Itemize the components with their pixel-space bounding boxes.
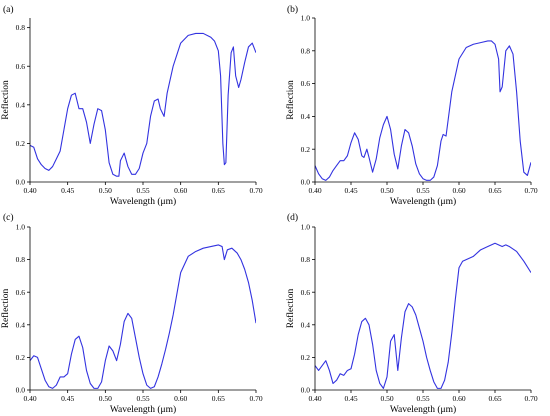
x-tick-label: 0.60 <box>174 394 187 403</box>
x-tick-label: 0.60 <box>452 186 465 195</box>
y-tick-label: 0.0 <box>301 178 311 187</box>
y-tick-label: 1.0 <box>16 223 26 232</box>
y-tick-label: 0.8 <box>301 255 311 264</box>
x-tick-label: 0.40 <box>23 186 36 195</box>
series-line-1 <box>315 242 531 389</box>
x-tick-label: 0.65 <box>488 394 501 403</box>
series-line-1 <box>30 244 256 389</box>
y-tick-label: 0.4 <box>301 112 311 121</box>
x-axis-title: Wavelength (μm) <box>110 404 176 415</box>
y-tick-label: 0.6 <box>16 62 26 71</box>
y-tick-label: 0.2 <box>16 139 26 148</box>
x-tick-label: 0.50 <box>380 186 393 195</box>
x-tick-label: 0.45 <box>344 394 357 403</box>
panel-label: (c) <box>3 212 14 223</box>
x-tick-label: 0.55 <box>416 186 429 195</box>
x-tick-label: 0.65 <box>488 186 501 195</box>
y-tick-label: 1.0 <box>301 223 311 232</box>
y-axis-title: Reflection <box>0 288 11 328</box>
x-tick-label: 0.70 <box>524 394 537 403</box>
y-tick-label: 1.0 <box>301 14 311 23</box>
panel-label: (d) <box>287 212 298 223</box>
y-tick-label: 0.2 <box>301 145 311 154</box>
x-tick-label: 0.45 <box>344 186 357 195</box>
x-tick-label: 0.45 <box>61 394 74 403</box>
y-tick-label: 0.4 <box>301 320 311 329</box>
x-tick-label: 0.40 <box>308 186 321 195</box>
x-tick-label: 0.50 <box>99 394 112 403</box>
chart-panel-4: 0.40 0.45 0.50 0.55 0.60 0.65 0.70 0.0 0.2 0.4 0.6… <box>285 212 538 415</box>
x-tick-label: 0.70 <box>524 186 537 195</box>
y-tick-label: 0.4 <box>16 100 26 109</box>
x-tick-label: 0.65 <box>212 186 225 195</box>
y-tick-label: 0.2 <box>16 353 26 362</box>
y-tick-label: 0.8 <box>301 46 311 55</box>
x-tick-label: 0.40 <box>23 394 36 403</box>
x-tick-label: 0.55 <box>136 394 149 403</box>
x-tick-label: 0.45 <box>61 186 74 195</box>
y-tick-label: 0.4 <box>16 320 26 329</box>
y-tick-label: 0.0 <box>16 178 26 187</box>
chart-panel-1: 0.40 0.45 0.50 0.55 0.60 0.65 0.70 0.0 0.2 0.4 0.6… <box>0 4 263 207</box>
y-tick-label: 0.6 <box>301 79 311 88</box>
y-axis-title: Reflection <box>0 80 11 120</box>
y-tick-label: 0.8 <box>16 23 26 32</box>
x-axis-title: Wavelength (μm) <box>390 404 456 415</box>
y-tick-label: 0.6 <box>16 288 26 297</box>
panel-label: (a) <box>3 4 14 15</box>
y-tick-label: 0.0 <box>16 386 26 395</box>
x-axis-title: Wavelength (μm) <box>110 196 176 207</box>
x-tick-label: 0.70 <box>249 186 262 195</box>
y-tick-label: 0.2 <box>301 353 311 362</box>
chart-panel-2: 0.40 0.45 0.50 0.55 0.60 0.65 0.70 0.0 0.2 0.4 0.6… <box>285 4 538 207</box>
y-tick-label: 0.6 <box>301 288 311 297</box>
y-axis-title: Reflection <box>285 288 296 328</box>
x-tick-label: 0.50 <box>380 394 393 403</box>
chart-panel-3: 0.40 0.45 0.50 0.55 0.60 0.65 0.70 0.0 0.2 0.4 0.6… <box>0 212 263 415</box>
x-tick-label: 0.65 <box>212 394 225 403</box>
x-tick-label: 0.40 <box>308 394 321 403</box>
x-tick-label: 0.60 <box>452 394 465 403</box>
x-tick-label: 0.55 <box>136 186 149 195</box>
y-axis-title: Reflection <box>285 80 296 120</box>
y-tick-label: 0.8 <box>16 255 26 264</box>
x-tick-label: 0.70 <box>249 394 262 403</box>
series-line-1 <box>30 32 256 177</box>
panel-label: (b) <box>287 4 298 15</box>
x-tick-label: 0.55 <box>416 394 429 403</box>
x-tick-label: 0.60 <box>174 186 187 195</box>
series-line-1 <box>315 40 531 181</box>
y-tick-label: 0.0 <box>301 386 311 395</box>
x-axis-title: Wavelength (μm) <box>390 196 456 207</box>
x-tick-label: 0.50 <box>99 186 112 195</box>
